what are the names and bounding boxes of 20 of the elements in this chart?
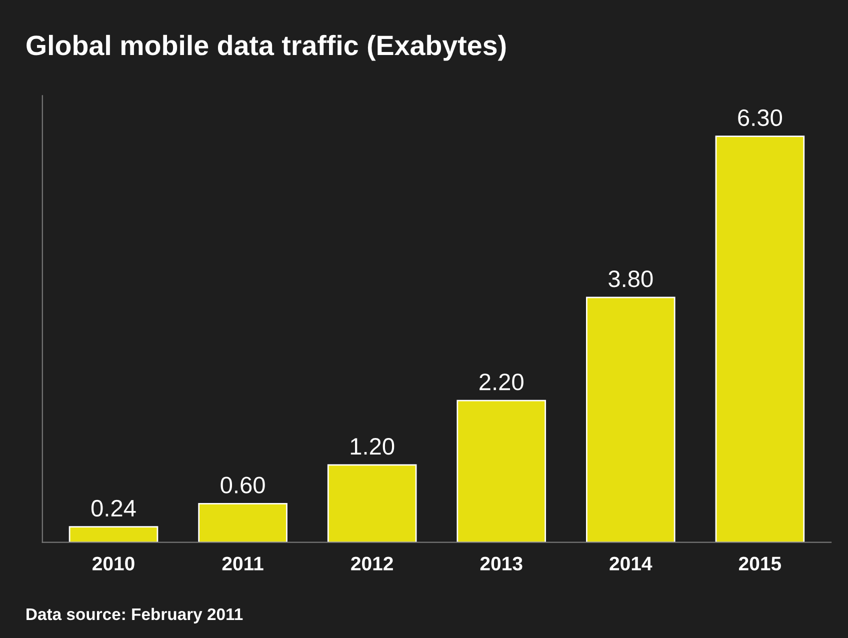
x-tick-label: 2014	[610, 556, 652, 570]
bar	[586, 296, 676, 542]
x-tick-label: 2015	[738, 556, 782, 570]
x-tick-label: 2011	[222, 556, 264, 570]
data-label: 1.20	[350, 438, 394, 455]
bar	[327, 464, 417, 542]
chart-title: Global mobile data traffic (Exabytes)	[26, 34, 506, 61]
x-tick-label: 2012	[351, 556, 393, 570]
x-tick-label: 2010	[92, 556, 134, 570]
data-label: 0.24	[91, 500, 136, 517]
data-label: 6.30	[738, 109, 782, 126]
data-label: 0.60	[220, 476, 265, 494]
x-tick-label: 2013	[480, 556, 522, 570]
data-label: 2.20	[480, 374, 524, 390]
bar	[68, 526, 158, 542]
source-note: Data source: February 2011	[26, 608, 243, 624]
data-label: 3.80	[608, 270, 653, 288]
bar	[715, 136, 805, 542]
bar	[198, 502, 288, 542]
bar	[456, 400, 546, 542]
